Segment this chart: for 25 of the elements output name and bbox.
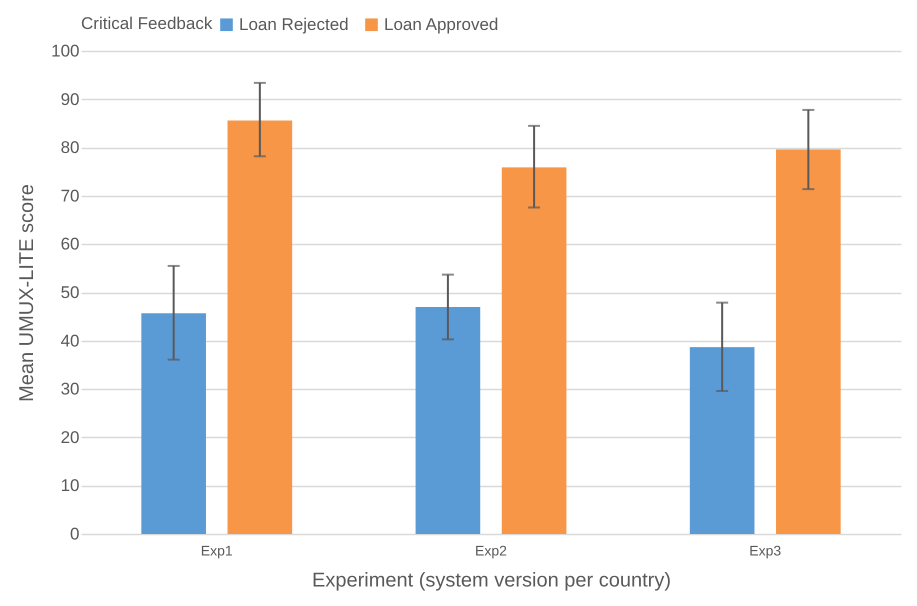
- x-tick-label: Exp3: [749, 542, 782, 558]
- x-tick-label: Exp2: [475, 542, 508, 558]
- y-tick-label: 10: [60, 476, 80, 496]
- bar: [228, 120, 292, 534]
- y-tick-label: 30: [60, 380, 80, 399]
- bar: [776, 150, 841, 534]
- y-tick-label: 50: [60, 283, 80, 302]
- y-tick-label: 60: [60, 234, 80, 254]
- y-tick-label: 40: [60, 331, 80, 350]
- y-tick-label: 100: [51, 42, 80, 60]
- bar: [141, 313, 206, 534]
- y-axis-title: Mean UMUX-LITE score: [16, 184, 38, 402]
- x-tick-label: Exp1: [200, 542, 233, 558]
- legend-title: Critical Feedback: [81, 14, 213, 33]
- y-tick-label: 80: [60, 138, 80, 158]
- legend-label: Loan Rejected: [239, 14, 349, 34]
- bar: [690, 347, 754, 534]
- y-tick-label: 0: [70, 524, 80, 544]
- legend-label: Loan Approved: [384, 14, 498, 34]
- bar: [502, 167, 566, 534]
- y-tick-label: 90: [60, 90, 80, 109]
- y-tick-label: 70: [60, 186, 80, 206]
- y-tick-label: 20: [60, 428, 80, 447]
- x-axis-title: Experiment (system version per country): [312, 570, 672, 592]
- bar: [416, 306, 480, 534]
